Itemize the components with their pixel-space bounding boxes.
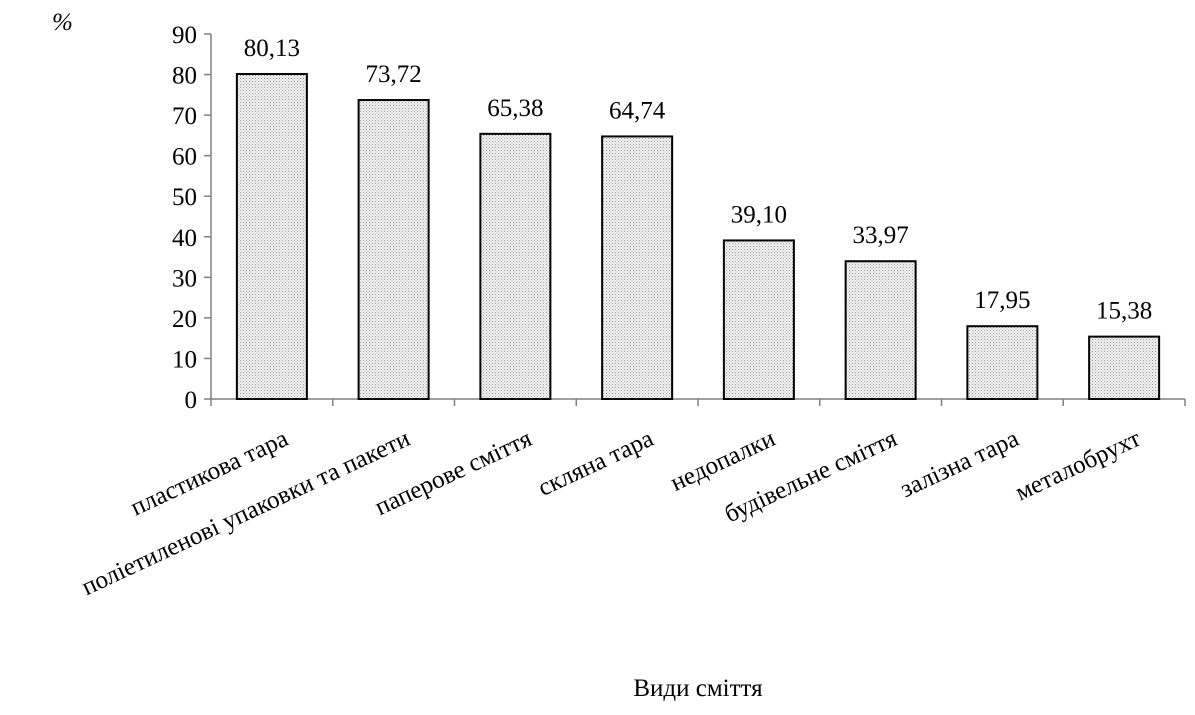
y-tick-label: 40 <box>172 225 197 252</box>
bar-value-label: 33,97 <box>853 222 909 249</box>
bar <box>844 260 917 401</box>
category-label: скляна тара <box>534 425 658 502</box>
bar-value-label: 65,38 <box>487 95 543 122</box>
bar-value-label: 64,74 <box>609 97 666 124</box>
value-label-group: 80,13 73,72 65,38 64,74 39,10 33,97 17,95 15,38 <box>244 35 1153 325</box>
bar-group <box>235 73 1161 401</box>
bar <box>1088 335 1161 400</box>
bar <box>722 239 795 400</box>
bar <box>357 99 430 400</box>
category-label: залізна тара <box>896 425 1023 503</box>
y-axis-label: % <box>52 9 73 36</box>
category-label: металобрухт <box>1011 425 1144 506</box>
x-axis-label: Види сміття <box>633 675 763 702</box>
y-tick-label: 90 <box>172 22 197 49</box>
bar-value-label: 73,72 <box>366 61 422 88</box>
bar-value-label: 39,10 <box>731 201 787 228</box>
bar <box>601 135 674 400</box>
y-tick-group: 0 10 20 30 40 50 60 70 80 90 <box>172 22 1186 414</box>
y-tick-label: 20 <box>172 306 197 333</box>
y-tick-label: 60 <box>172 144 197 171</box>
y-tick-label: 10 <box>172 346 197 373</box>
bar-value-label: 80,13 <box>244 35 300 62</box>
y-tick-label: 70 <box>172 103 197 130</box>
y-tick-label: 0 <box>185 387 198 414</box>
y-tick-label: 30 <box>172 265 197 292</box>
y-tick-label: 80 <box>172 63 197 90</box>
bar-value-label: 15,38 <box>1096 298 1152 325</box>
bar-value-label: 17,95 <box>974 287 1030 314</box>
bar <box>235 73 308 401</box>
bar <box>966 325 1039 401</box>
bar <box>479 132 552 400</box>
y-tick-label: 50 <box>172 184 197 211</box>
